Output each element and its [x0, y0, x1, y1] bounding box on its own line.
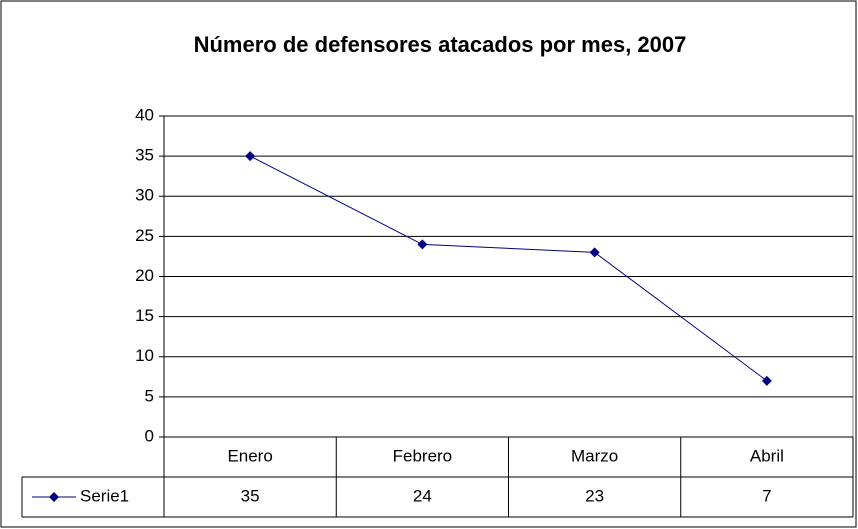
- table-value: 35: [241, 486, 260, 505]
- table-value: 24: [413, 486, 432, 505]
- y-tick-label: 40: [135, 105, 154, 124]
- x-tick-label: Marzo: [571, 446, 618, 465]
- y-tick-label: 0: [145, 426, 154, 445]
- legend-label: Serie1: [80, 486, 129, 505]
- table-value: 23: [585, 486, 604, 505]
- y-tick-label: 35: [135, 146, 154, 165]
- x-tick-label: Enero: [227, 446, 272, 465]
- y-tick-label: 15: [135, 306, 154, 325]
- marker: [245, 151, 256, 162]
- y-tick-label: 25: [135, 226, 154, 245]
- marker: [417, 239, 428, 250]
- table-value: 7: [762, 486, 771, 505]
- y-tick-label: 20: [135, 266, 154, 285]
- legend-marker: [49, 492, 59, 502]
- y-tick-label: 10: [135, 346, 154, 365]
- marker: [761, 375, 772, 386]
- x-tick-label: Febrero: [393, 446, 453, 465]
- y-tick-label: 5: [145, 386, 154, 405]
- marker: [589, 247, 600, 258]
- x-tick-label: Abril: [750, 446, 784, 465]
- chart-title: Número de defensores atacados por mes, 2…: [194, 32, 687, 57]
- series-line: [249, 155, 768, 382]
- y-tick-label: 30: [135, 186, 154, 205]
